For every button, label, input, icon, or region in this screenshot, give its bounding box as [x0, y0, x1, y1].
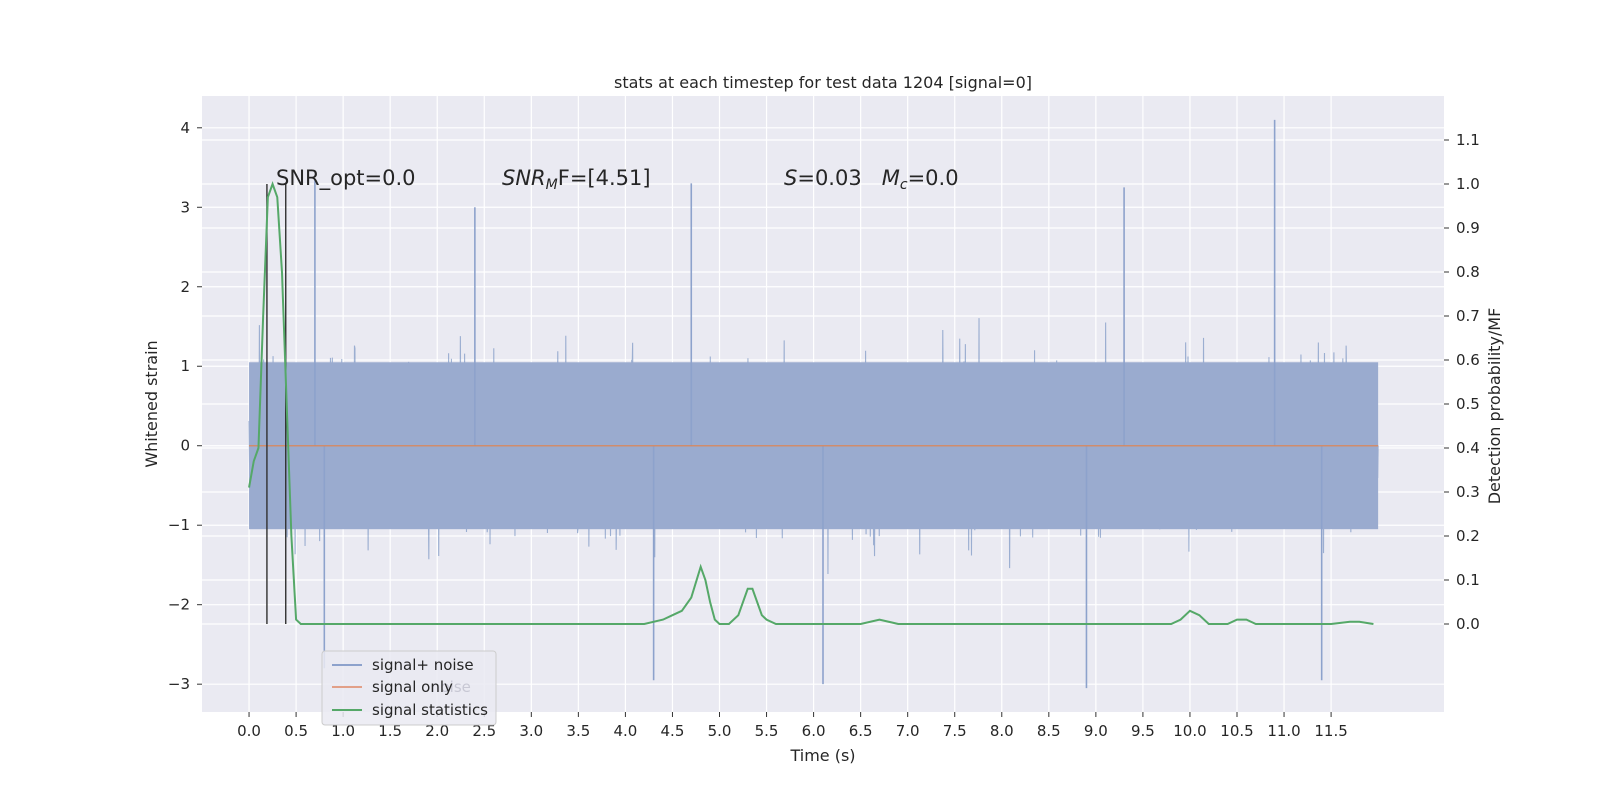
y2-tick-label: 1.1: [1456, 131, 1480, 149]
annotation-snr-mf-value: F=[4.51]: [558, 166, 651, 190]
y2-tick-label: 0.1: [1456, 571, 1480, 589]
x-tick-label: 2.5: [472, 722, 496, 740]
x-tick-label: 5.5: [755, 722, 779, 740]
x-tick-label: 6.5: [849, 722, 873, 740]
annotation-snr-mf: SNRMF=[4.51]: [502, 166, 651, 193]
x-tick-label: 0.5: [284, 722, 308, 740]
annotation-stats-m-sub: c: [900, 177, 908, 193]
x-tick-label: 9.5: [1131, 722, 1155, 740]
y2-axis-label: Detection probability/MF: [1485, 308, 1504, 505]
x-tick-label: 4.5: [661, 722, 685, 740]
y2-tick-label: 1.0: [1456, 175, 1480, 193]
signal-statistics-line: [248, 181, 1374, 625]
x-tick-label: 6.0: [802, 722, 826, 740]
annotation-snr-mf-sub: M: [546, 177, 558, 193]
y-tick-label: 1: [180, 357, 190, 375]
y-tick-label: −3: [168, 675, 190, 693]
annotation-stats-s: S: [784, 166, 797, 190]
y-tick-label: 0: [180, 437, 190, 455]
y2-tick-label: 0.5: [1456, 395, 1480, 413]
x-tick-label: 4.0: [613, 722, 637, 740]
annotation-snr-mf-snr: SNR: [502, 166, 546, 190]
annotation-stats-m: M: [882, 166, 900, 190]
x-tick-label: 5.0: [708, 722, 732, 740]
y2-tick-label: 0.4: [1456, 439, 1480, 457]
series-lines: [248, 181, 1379, 625]
x-tick-label: 11.5: [1314, 722, 1347, 740]
x-tick-label: 7.0: [896, 722, 920, 740]
x-tick-label: 10.5: [1220, 722, 1253, 740]
legend-ghost-text: noise: [431, 678, 471, 696]
legend-label-signal-statistics: signal statistics: [372, 701, 488, 719]
annotation-stats: S=0.03 Mc=0.0: [784, 166, 959, 193]
x-tick-label: 8.5: [1037, 722, 1061, 740]
legend-box: [321, 650, 497, 726]
y2-tick-label: 0.9: [1456, 219, 1480, 237]
annotation-stats-m-value: =0.0: [908, 166, 959, 190]
x-tick-label: 1.5: [378, 722, 402, 740]
legend: noise signal+ noise signal only signal s…: [321, 650, 497, 726]
y2-tick-label: 0.8: [1456, 263, 1480, 281]
annotation-snr-opt: SNR_opt=0.0: [276, 166, 416, 191]
y2-tick-label: 0.2: [1456, 527, 1480, 545]
y-axis-label: Whitened strain: [142, 340, 161, 467]
y-tick-label: −1: [168, 516, 190, 534]
x-tick-label: 3.5: [566, 722, 590, 740]
y-tick-label: 4: [180, 119, 190, 137]
legend-label-signal-noise: signal+ noise: [372, 656, 474, 674]
x-tick-label: 10.0: [1173, 722, 1206, 740]
y2-tick-label: 0.6: [1456, 351, 1480, 369]
x-tick-label: 2.0: [425, 722, 449, 740]
y-tick-label: −2: [168, 596, 190, 614]
x-tick-label: 3.0: [519, 722, 543, 740]
x-tick-label: 11.0: [1267, 722, 1300, 740]
x-tick-label: 1.0: [331, 722, 355, 740]
legend-label-signal-only: signal only: [372, 678, 453, 696]
x-tick-label: 0.0: [237, 722, 261, 740]
x-tick-label: 7.5: [943, 722, 967, 740]
x-tick-label: 8.0: [990, 722, 1014, 740]
x-tick-label: 9.0: [1084, 722, 1108, 740]
annotation-stats-s-value: =0.03: [797, 166, 881, 190]
y2-tick-label: 0.0: [1456, 615, 1480, 633]
y2-tick-label: 0.7: [1456, 307, 1480, 325]
x-axis-label: Time (s): [789, 746, 855, 765]
y2-tick-label: 0.3: [1456, 483, 1480, 501]
y-tick-label: 2: [180, 278, 190, 296]
chart-title: stats at each timestep for test data 120…: [614, 73, 1032, 92]
annotations: SNR_opt=0.0 SNRMF=[4.51] S=0.03 Mc=0.0: [276, 166, 959, 193]
axes: 0.0 0.5 1.0 1.5 2.0 2.5 3.0 3.5 4.0 4.5 5.0 5.5 6.0 6…: [168, 119, 1480, 740]
y-tick-label: 3: [180, 198, 190, 216]
